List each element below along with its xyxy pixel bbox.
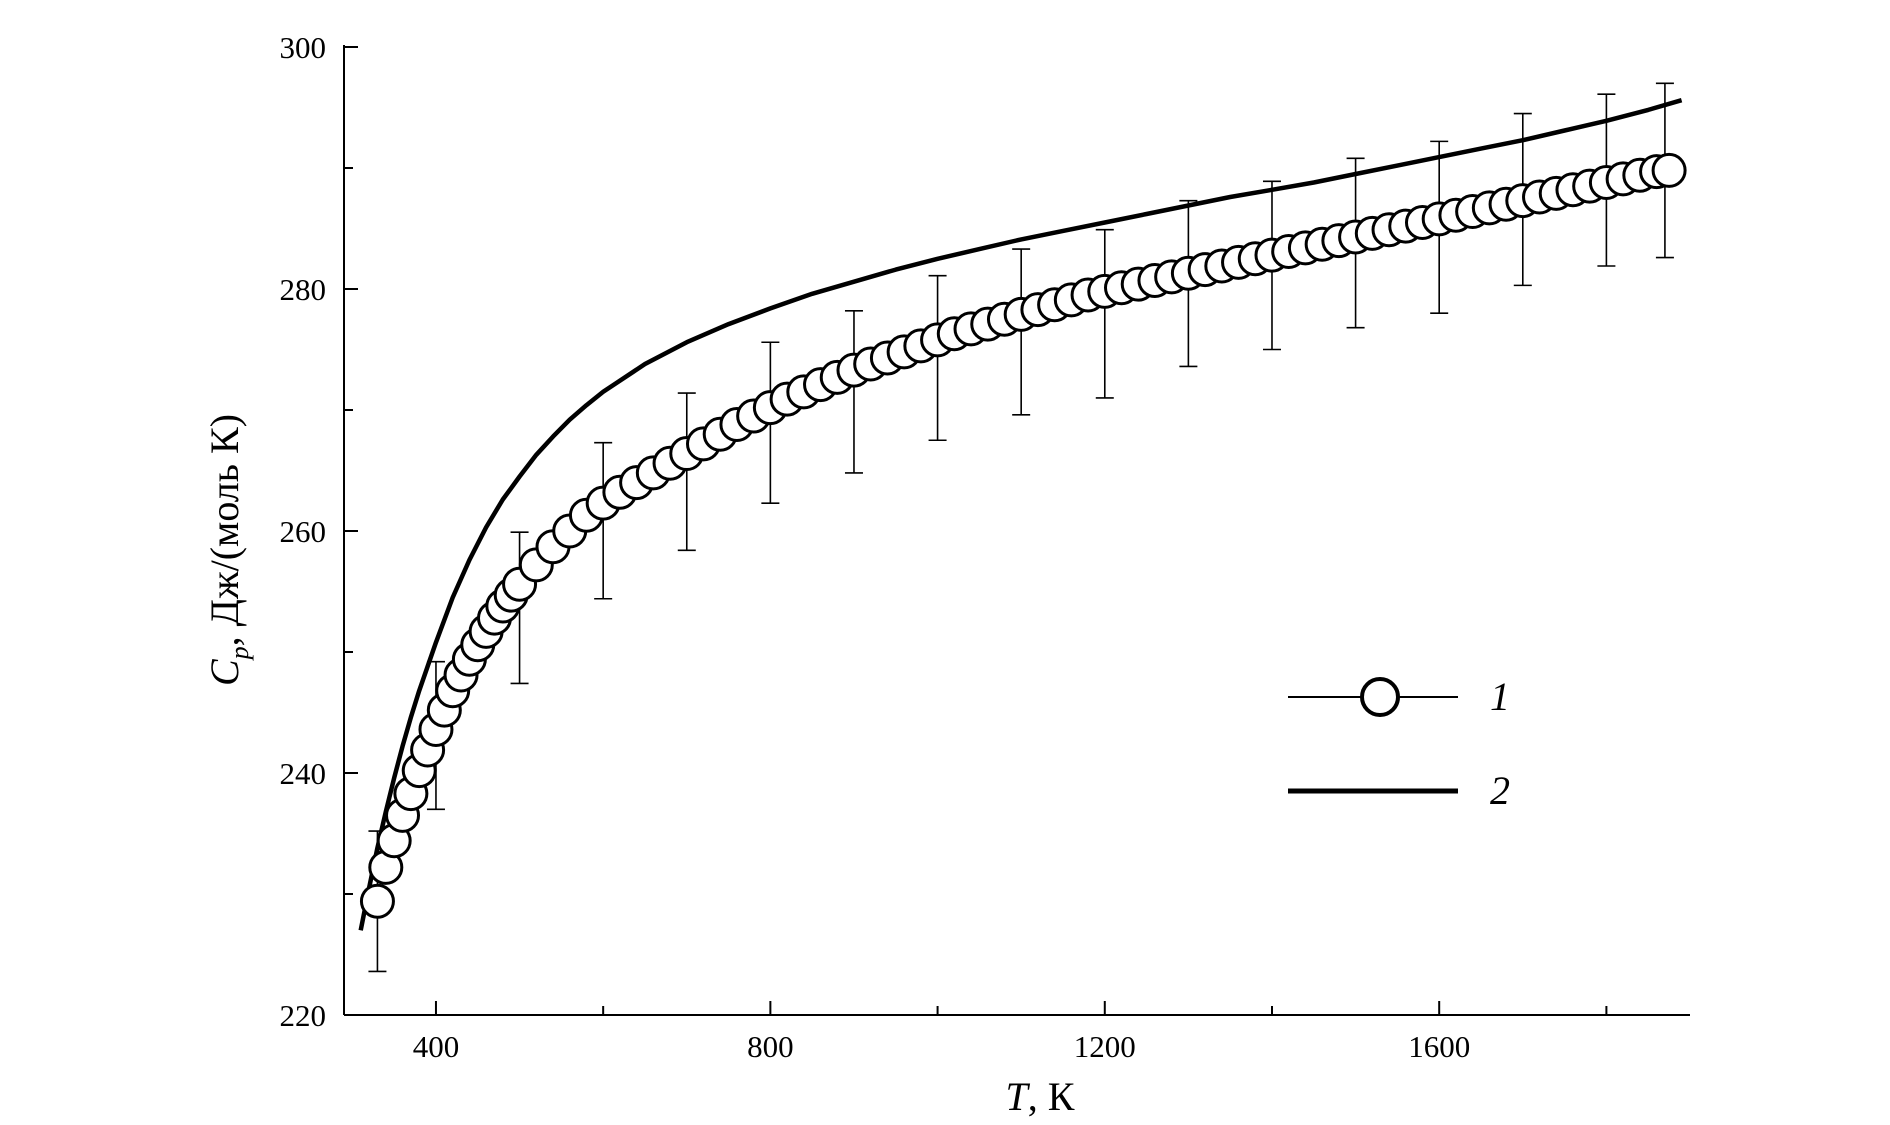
legend-marker-1: [1360, 677, 1400, 717]
legend-label-1: 1: [1490, 674, 1510, 719]
y-tick-label: 280: [280, 272, 327, 307]
series-1-markers: [359, 152, 1687, 919]
legend: 1 2: [1288, 674, 1510, 813]
y-axis-label: Cp, Дж/(моль К): [202, 414, 254, 686]
x-tick-label: 400: [413, 1029, 460, 1064]
series-2-line: [358, 98, 1683, 931]
legend-label-2: 2: [1490, 768, 1510, 813]
y-tick-label: 300: [280, 30, 327, 65]
y-tick-label: 240: [280, 756, 327, 791]
x-axis-label: T, К: [1006, 1074, 1075, 1119]
y-tick-label: 260: [280, 514, 327, 549]
series-1-point: [1651, 152, 1687, 188]
series-1-point: [359, 883, 395, 919]
x-tick-label: 1200: [1074, 1029, 1136, 1064]
series-2-line-group: [358, 98, 1683, 931]
y-tick-label: 220: [280, 998, 327, 1033]
axes: 220 240 260 280 300 400 800 1200 1600: [280, 30, 1690, 1064]
x-tick-label: 1600: [1408, 1029, 1470, 1064]
x-tick-label: 800: [747, 1029, 794, 1064]
